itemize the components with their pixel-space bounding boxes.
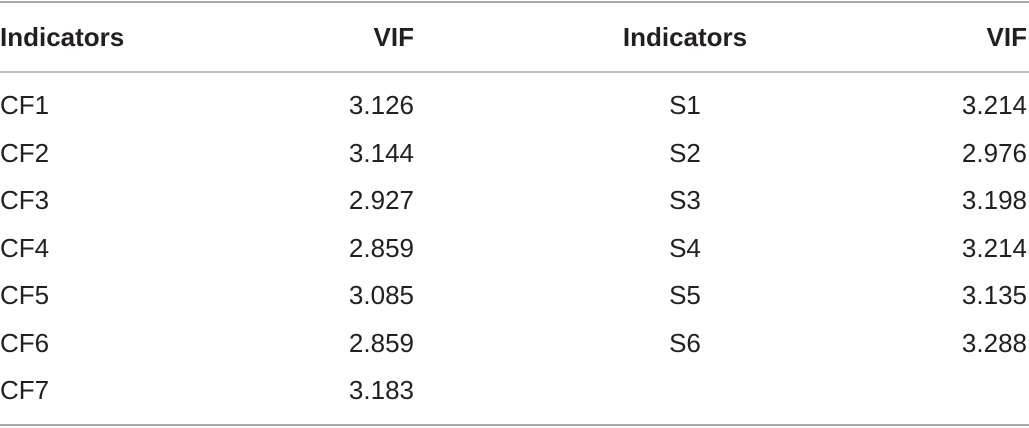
bottom-rule [0, 424, 1029, 426]
table-cell: 3.288 [961, 327, 1027, 358]
header-rule [0, 71, 1029, 73]
table-cell: 3.183 [348, 375, 414, 405]
header-cell: Indicators [0, 22, 125, 52]
table-cell: 2.976 [961, 137, 1027, 168]
table-cell: CF7 [0, 375, 50, 405]
table-cell: 2.927 [348, 185, 414, 215]
table-cell: 2.859 [348, 232, 414, 263]
table-cell: 3.198 [961, 185, 1027, 215]
table-cell: S6 [669, 327, 701, 358]
top-rule [0, 1, 1029, 3]
table-cell: CF1 [0, 90, 50, 120]
table-cell: 3.126 [348, 90, 414, 120]
table-cell: S4 [669, 232, 701, 263]
table-cell: 3.214 [961, 90, 1027, 120]
table-cell: S1 [669, 90, 701, 120]
table-cell: CF4 [0, 232, 50, 263]
table-cell: CF2 [0, 137, 50, 168]
table-cell: 3.144 [348, 137, 414, 168]
table-cell: 3.085 [348, 280, 414, 310]
header-cell: VIF [373, 22, 414, 52]
header-cell: Indicators [622, 22, 748, 52]
table-cell: 3.214 [961, 232, 1027, 263]
table-cell: S3 [669, 185, 701, 215]
table-cell: CF3 [0, 185, 50, 215]
header-cell: VIF [986, 22, 1027, 52]
table-cell: S5 [669, 280, 701, 310]
table-cell: CF6 [0, 327, 50, 358]
table-cell: S2 [669, 137, 701, 168]
table-cell: 3.135 [961, 280, 1027, 310]
table-cell: CF5 [0, 280, 50, 310]
table-cell: 2.859 [348, 327, 414, 358]
